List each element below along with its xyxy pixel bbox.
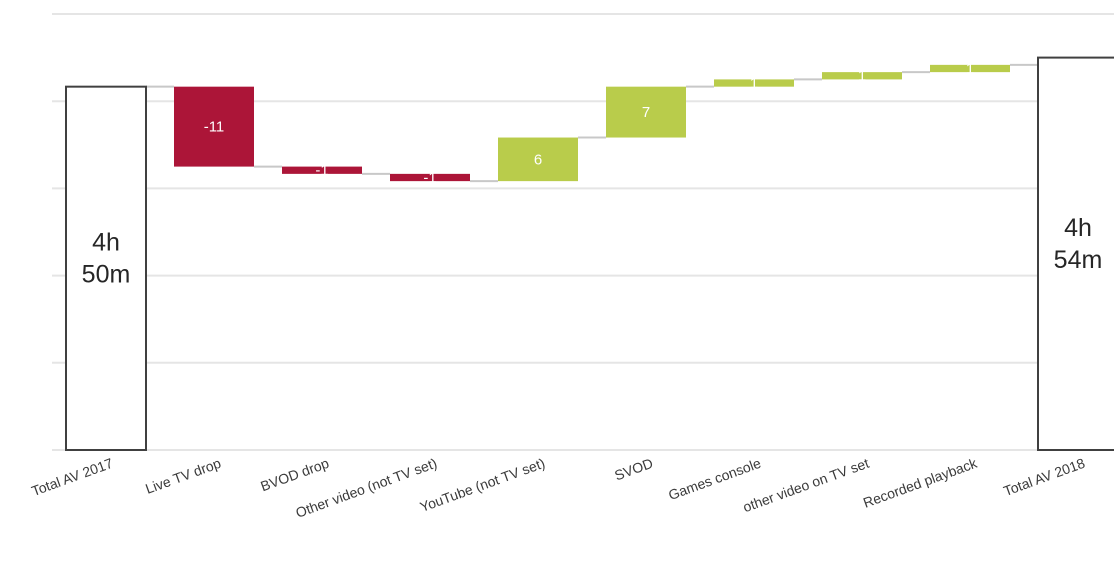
data-label-youtube-not-tv-set: 6 [534,151,542,168]
total-label-total-av-2018: 4h 54m [1054,214,1103,274]
total-label-total-av-2017: 4h 50m [82,228,131,288]
tick-label-youtube-not-tv-set: YouTube (not TV set) [418,455,547,515]
gridlines [52,13,1114,451]
connector-lines [146,63,1038,183]
bar-other-video-not-tv-set [390,173,470,182]
x-axis-tick-labels: Total AV 2017 Live TV drop BVOD dropOther … [29,454,1087,520]
bar-recorded-playback [930,64,1010,73]
bar-total-av-2017 [65,85,147,452]
bar-svod [606,86,686,138]
bar-bvod-drop [282,166,362,174]
tick-label-live-tv-drop: Live TV drop [143,455,223,497]
data-label-bvod-drop: -1 [315,162,328,179]
bar-youtube-not-tv-set [498,137,578,182]
data-label-recorded-playback: 1 [966,60,974,77]
tick-label-svod: SVOD [612,455,655,484]
data-label-other-video-not-tv-set: -1 [423,169,436,186]
data-label-other-video-on-tv-set: 1 [858,68,866,85]
data-label-svod: 7 [642,104,650,121]
bar-live-tv-drop [174,86,254,167]
tick-label-bvod-drop: BVOD drop [258,455,331,495]
data-label-live-tv-drop: -11 [204,119,225,136]
bar-labels: 4h 50m -11 -1 -1 6 7 1 1 1 4h 54m [82,60,1103,288]
data-label-games-console: 1 [750,75,758,92]
tick-label-total-av-2017: Total AV 2017 [29,455,115,499]
tick-label-games-console: Games console [666,455,763,503]
tick-label-total-av-2018: Total AV 2018 [1001,455,1087,499]
bars [65,56,1114,452]
bar-total-av-2018 [1037,56,1114,451]
bar-other-video-on-tv-set [822,72,902,80]
bar-games-console [714,79,794,87]
tick-label-recorded-playback: Recorded playback [861,454,980,510]
